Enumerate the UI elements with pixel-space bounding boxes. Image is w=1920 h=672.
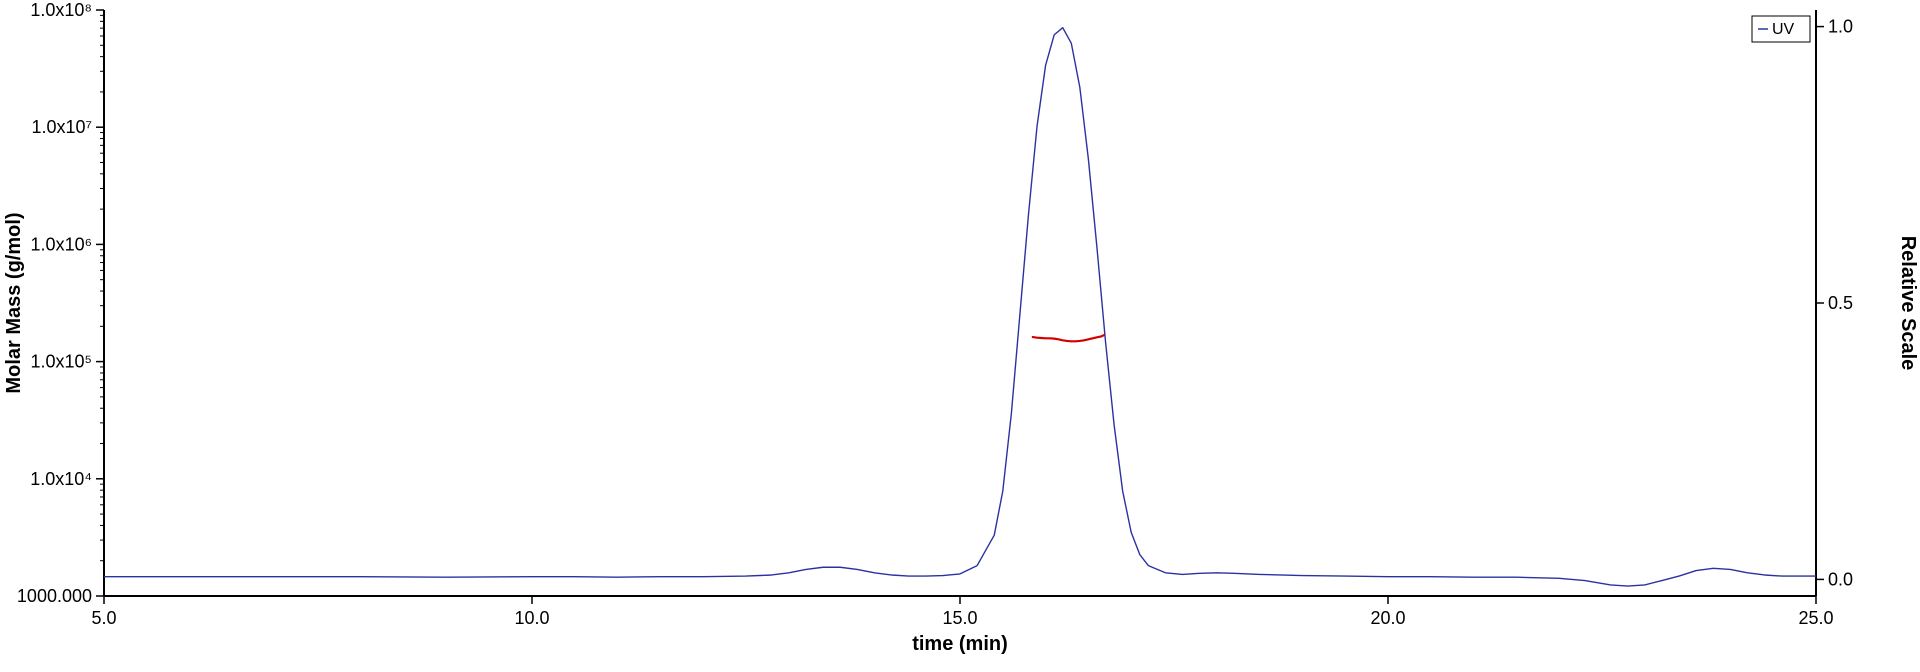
y-left-tick-label: 1.0x10⁴	[30, 469, 92, 489]
y-right-tick-label: 1.0	[1828, 17, 1853, 37]
x-tick-label: 20.0	[1370, 608, 1405, 628]
chromatogram-chart: 5.0 10.0 15.0 20.0 25.0 time (min) 1000.000 1.0…	[0, 0, 1920, 672]
x-tick-label: 15.0	[942, 608, 977, 628]
y-left-axis-label: Molar Mass (g/mol)	[3, 212, 25, 393]
y-left-tick-label: 1.0x10⁶	[31, 234, 92, 254]
y-left-tick-label: 1.0x10⁸	[30, 0, 92, 20]
y-left-tick-label: 1000.000	[17, 586, 92, 606]
y-left-tick-label: 1.0x10⁷	[31, 117, 92, 137]
y-right-tick-label: 0.0	[1828, 569, 1853, 589]
x-tick-label: 10.0	[514, 608, 549, 628]
x-axis-label: time (min)	[912, 633, 1008, 655]
y-left-tick-label: 1.0x10⁵	[30, 352, 92, 372]
x-tick-label: 25.0	[1798, 608, 1833, 628]
y-right-tick-label: 0.5	[1828, 293, 1853, 313]
legend-label-uv: UV	[1772, 21, 1795, 38]
x-tick-label: 5.0	[91, 608, 116, 628]
chart-svg: 5.0 10.0 15.0 20.0 25.0 time (min) 1000.000 1.0…	[0, 0, 1920, 672]
y-right-axis-label: Relative Scale	[1897, 236, 1919, 371]
